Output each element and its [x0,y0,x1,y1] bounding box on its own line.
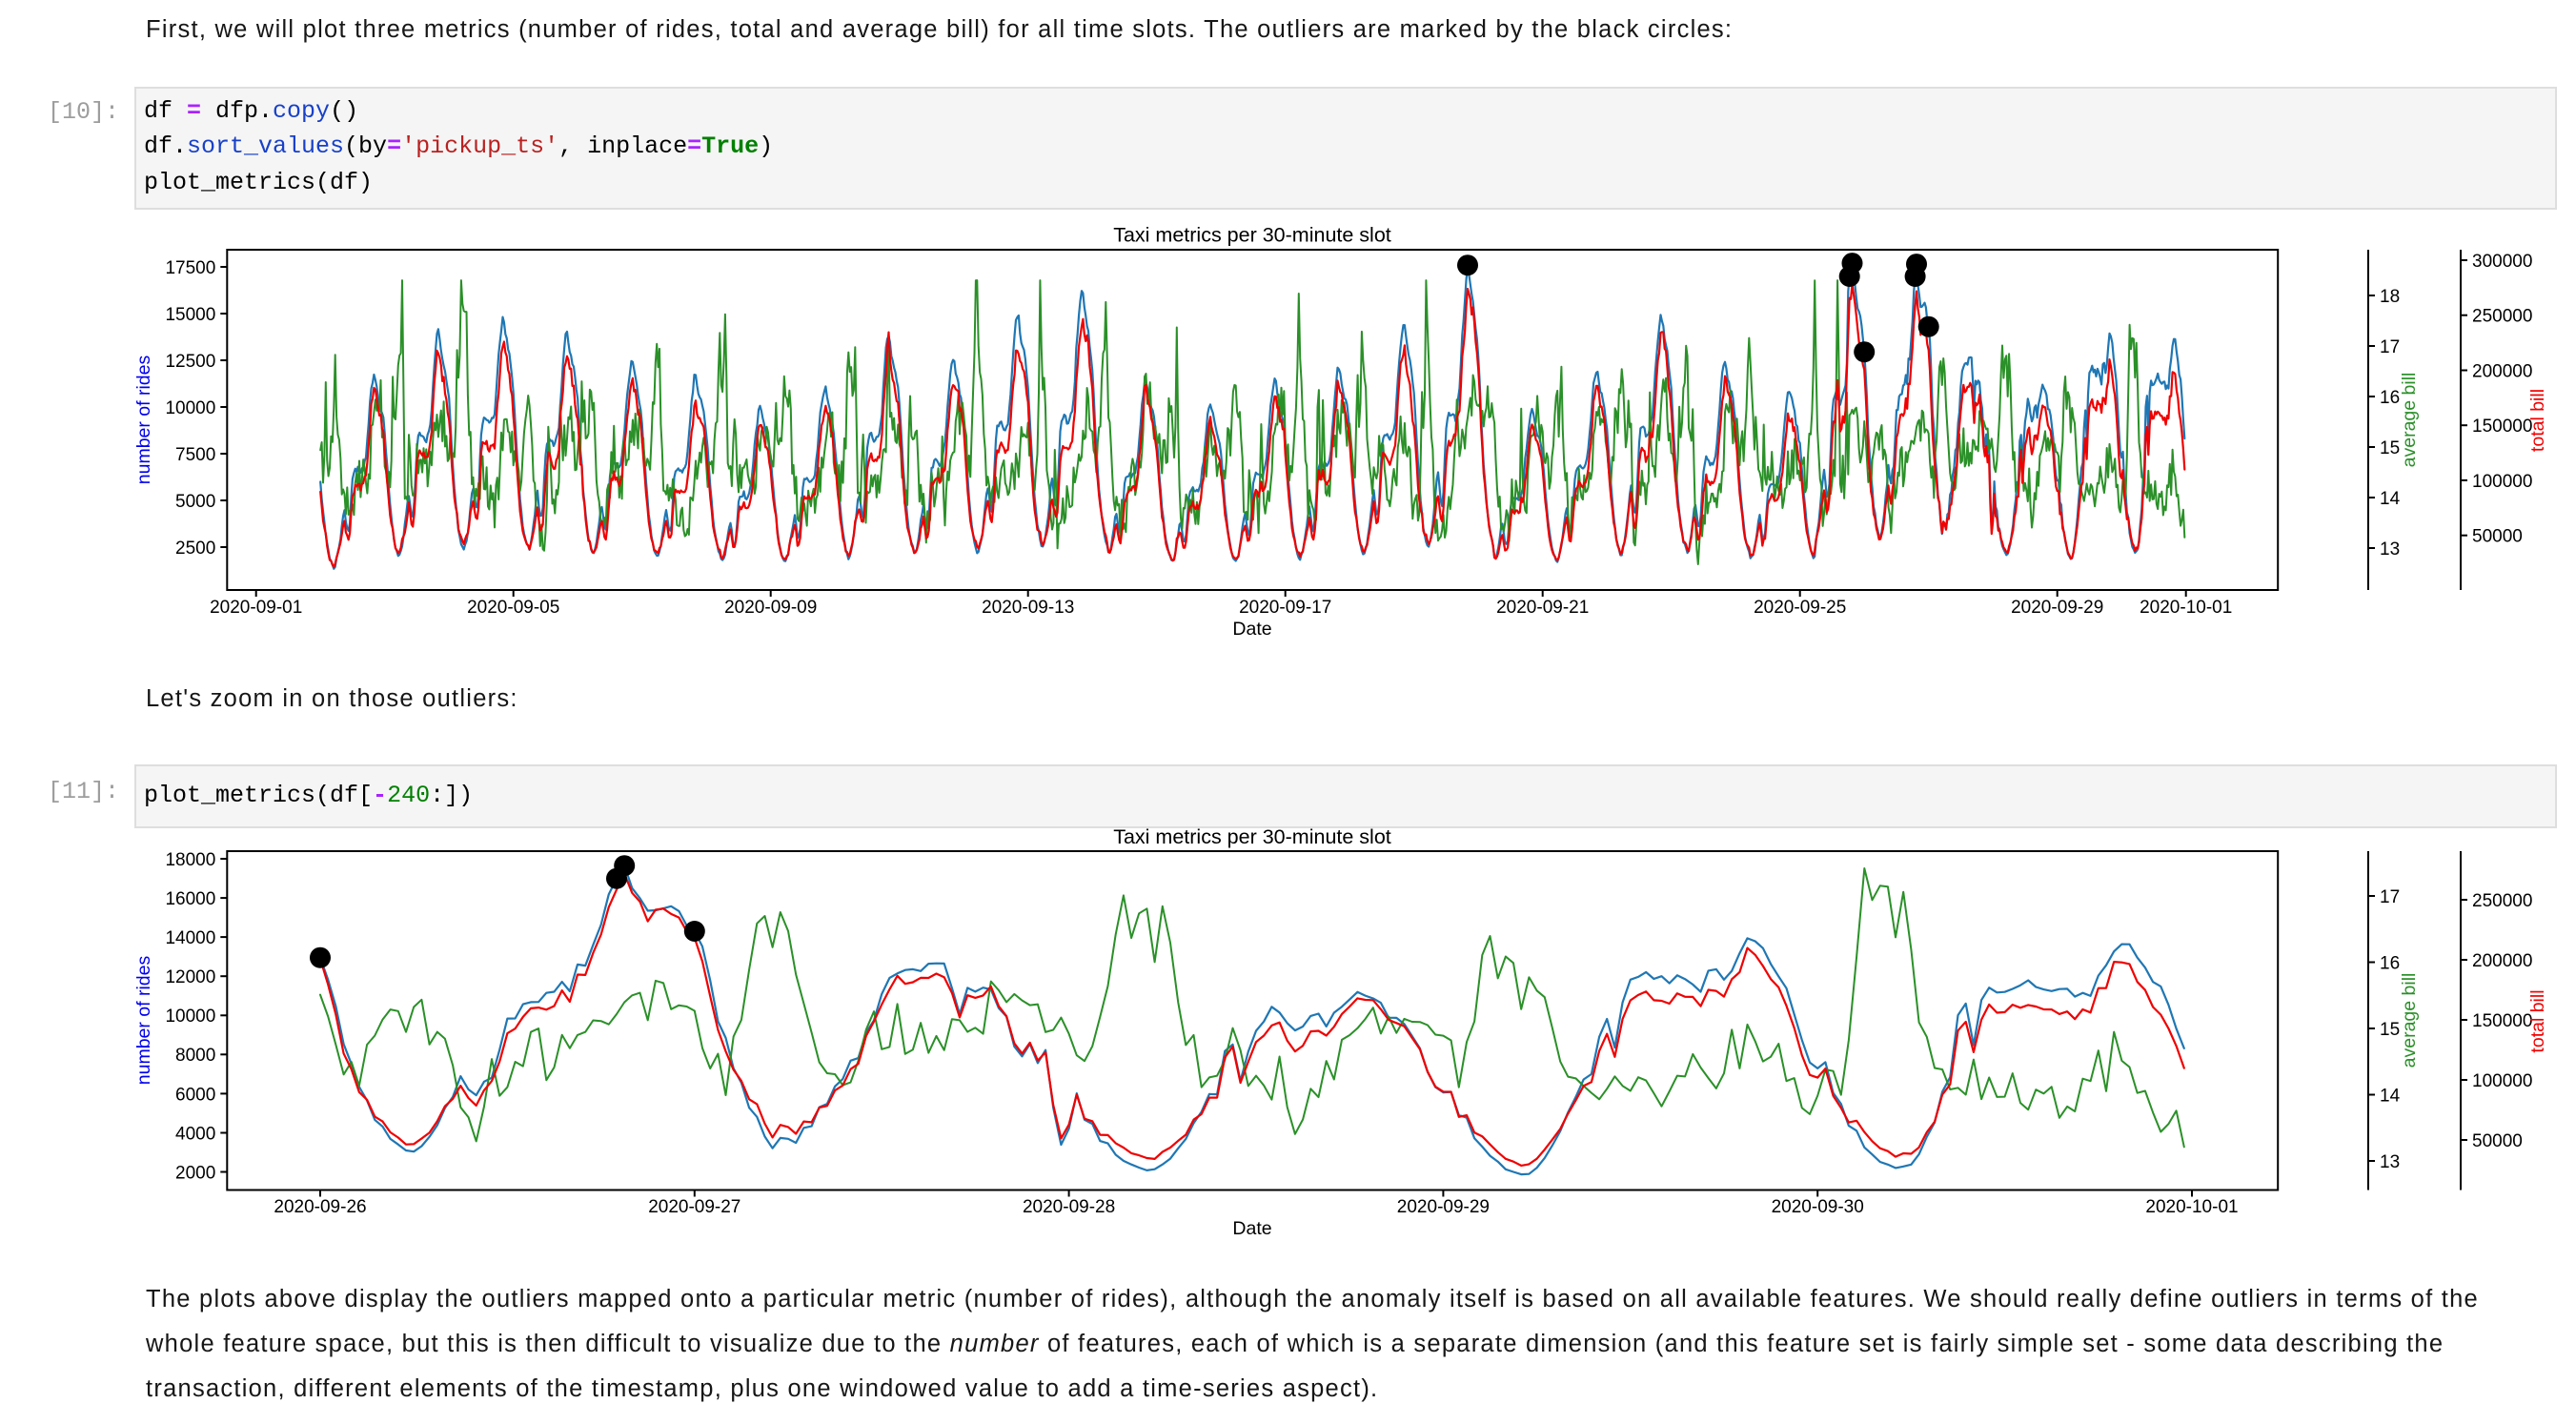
svg-text:2020-09-09: 2020-09-09 [724,598,817,618]
svg-text:12500: 12500 [165,352,215,372]
svg-text:15000: 15000 [165,305,215,325]
svg-text:14000: 14000 [165,928,215,948]
svg-text:2020-09-01: 2020-09-01 [210,598,302,618]
svg-text:250000: 250000 [2472,891,2532,911]
svg-text:14: 14 [2380,489,2401,509]
svg-text:150000: 150000 [2472,1011,2532,1031]
svg-text:16: 16 [2380,388,2400,408]
svg-text:200000: 200000 [2472,361,2532,381]
svg-text:2020-10-01: 2020-10-01 [2145,1197,2238,1217]
svg-text:150000: 150000 [2472,417,2532,437]
svg-text:14: 14 [2380,1086,2401,1106]
svg-text:2020-09-05: 2020-09-05 [467,598,559,618]
svg-text:2020-09-13: 2020-09-13 [982,598,1074,618]
svg-text:15: 15 [2380,438,2400,458]
svg-text:2020-09-29: 2020-09-29 [1397,1197,1490,1217]
svg-text:average bill: average bill [2399,973,2420,1068]
svg-text:16000: 16000 [165,889,215,909]
svg-text:2020-09-27: 2020-09-27 [648,1197,740,1217]
svg-text:13: 13 [2380,1152,2400,1172]
svg-text:2020-09-29: 2020-09-29 [2011,598,2103,618]
svg-text:7500: 7500 [175,445,215,465]
svg-text:100000: 100000 [2472,472,2532,492]
svg-text:total bill: total bill [2527,389,2548,452]
svg-text:Taxi metrics per 30-minute slo: Taxi metrics per 30-minute slot [1113,224,1391,247]
svg-text:18000: 18000 [165,850,215,870]
svg-text:17500: 17500 [165,258,215,278]
svg-text:10000: 10000 [165,1007,215,1027]
svg-text:17: 17 [2380,337,2400,357]
svg-text:Date: Date [1232,619,1271,640]
svg-text:Taxi metrics per 30-minute slo: Taxi metrics per 30-minute slot [1113,825,1391,848]
svg-text:8000: 8000 [175,1046,215,1066]
svg-text:2020-09-28: 2020-09-28 [1023,1197,1115,1217]
svg-text:average bill: average bill [2399,373,2420,468]
svg-text:16: 16 [2380,953,2400,973]
svg-text:100000: 100000 [2472,1071,2532,1091]
svg-text:2020-09-17: 2020-09-17 [1239,598,1331,618]
svg-text:2020-09-21: 2020-09-21 [1496,598,1589,618]
svg-text:50000: 50000 [2472,527,2523,547]
svg-text:17: 17 [2380,887,2400,907]
svg-text:2000: 2000 [175,1163,215,1183]
svg-text:Date: Date [1232,1218,1271,1239]
svg-text:18: 18 [2380,287,2400,307]
svg-text:6000: 6000 [175,1085,215,1105]
svg-text:5000: 5000 [175,492,215,512]
svg-text:10000: 10000 [165,398,215,418]
svg-text:4000: 4000 [175,1124,215,1144]
svg-text:number of rides: number of rides [133,956,154,1086]
svg-text:12000: 12000 [165,967,215,987]
svg-text:number of rides: number of rides [133,356,154,485]
svg-text:2020-09-25: 2020-09-25 [1754,598,1846,618]
svg-text:13: 13 [2380,539,2400,559]
svg-text:2020-09-30: 2020-09-30 [1772,1197,1864,1217]
svg-text:200000: 200000 [2472,951,2532,971]
svg-text:2020-10-01: 2020-10-01 [2140,598,2232,618]
svg-text:2500: 2500 [175,539,215,559]
svg-text:300000: 300000 [2472,252,2532,272]
svg-text:2020-09-26: 2020-09-26 [274,1197,366,1217]
svg-text:15: 15 [2380,1020,2400,1040]
svg-text:total bill: total bill [2527,989,2548,1052]
svg-text:250000: 250000 [2472,307,2532,327]
svg-text:50000: 50000 [2472,1131,2523,1151]
